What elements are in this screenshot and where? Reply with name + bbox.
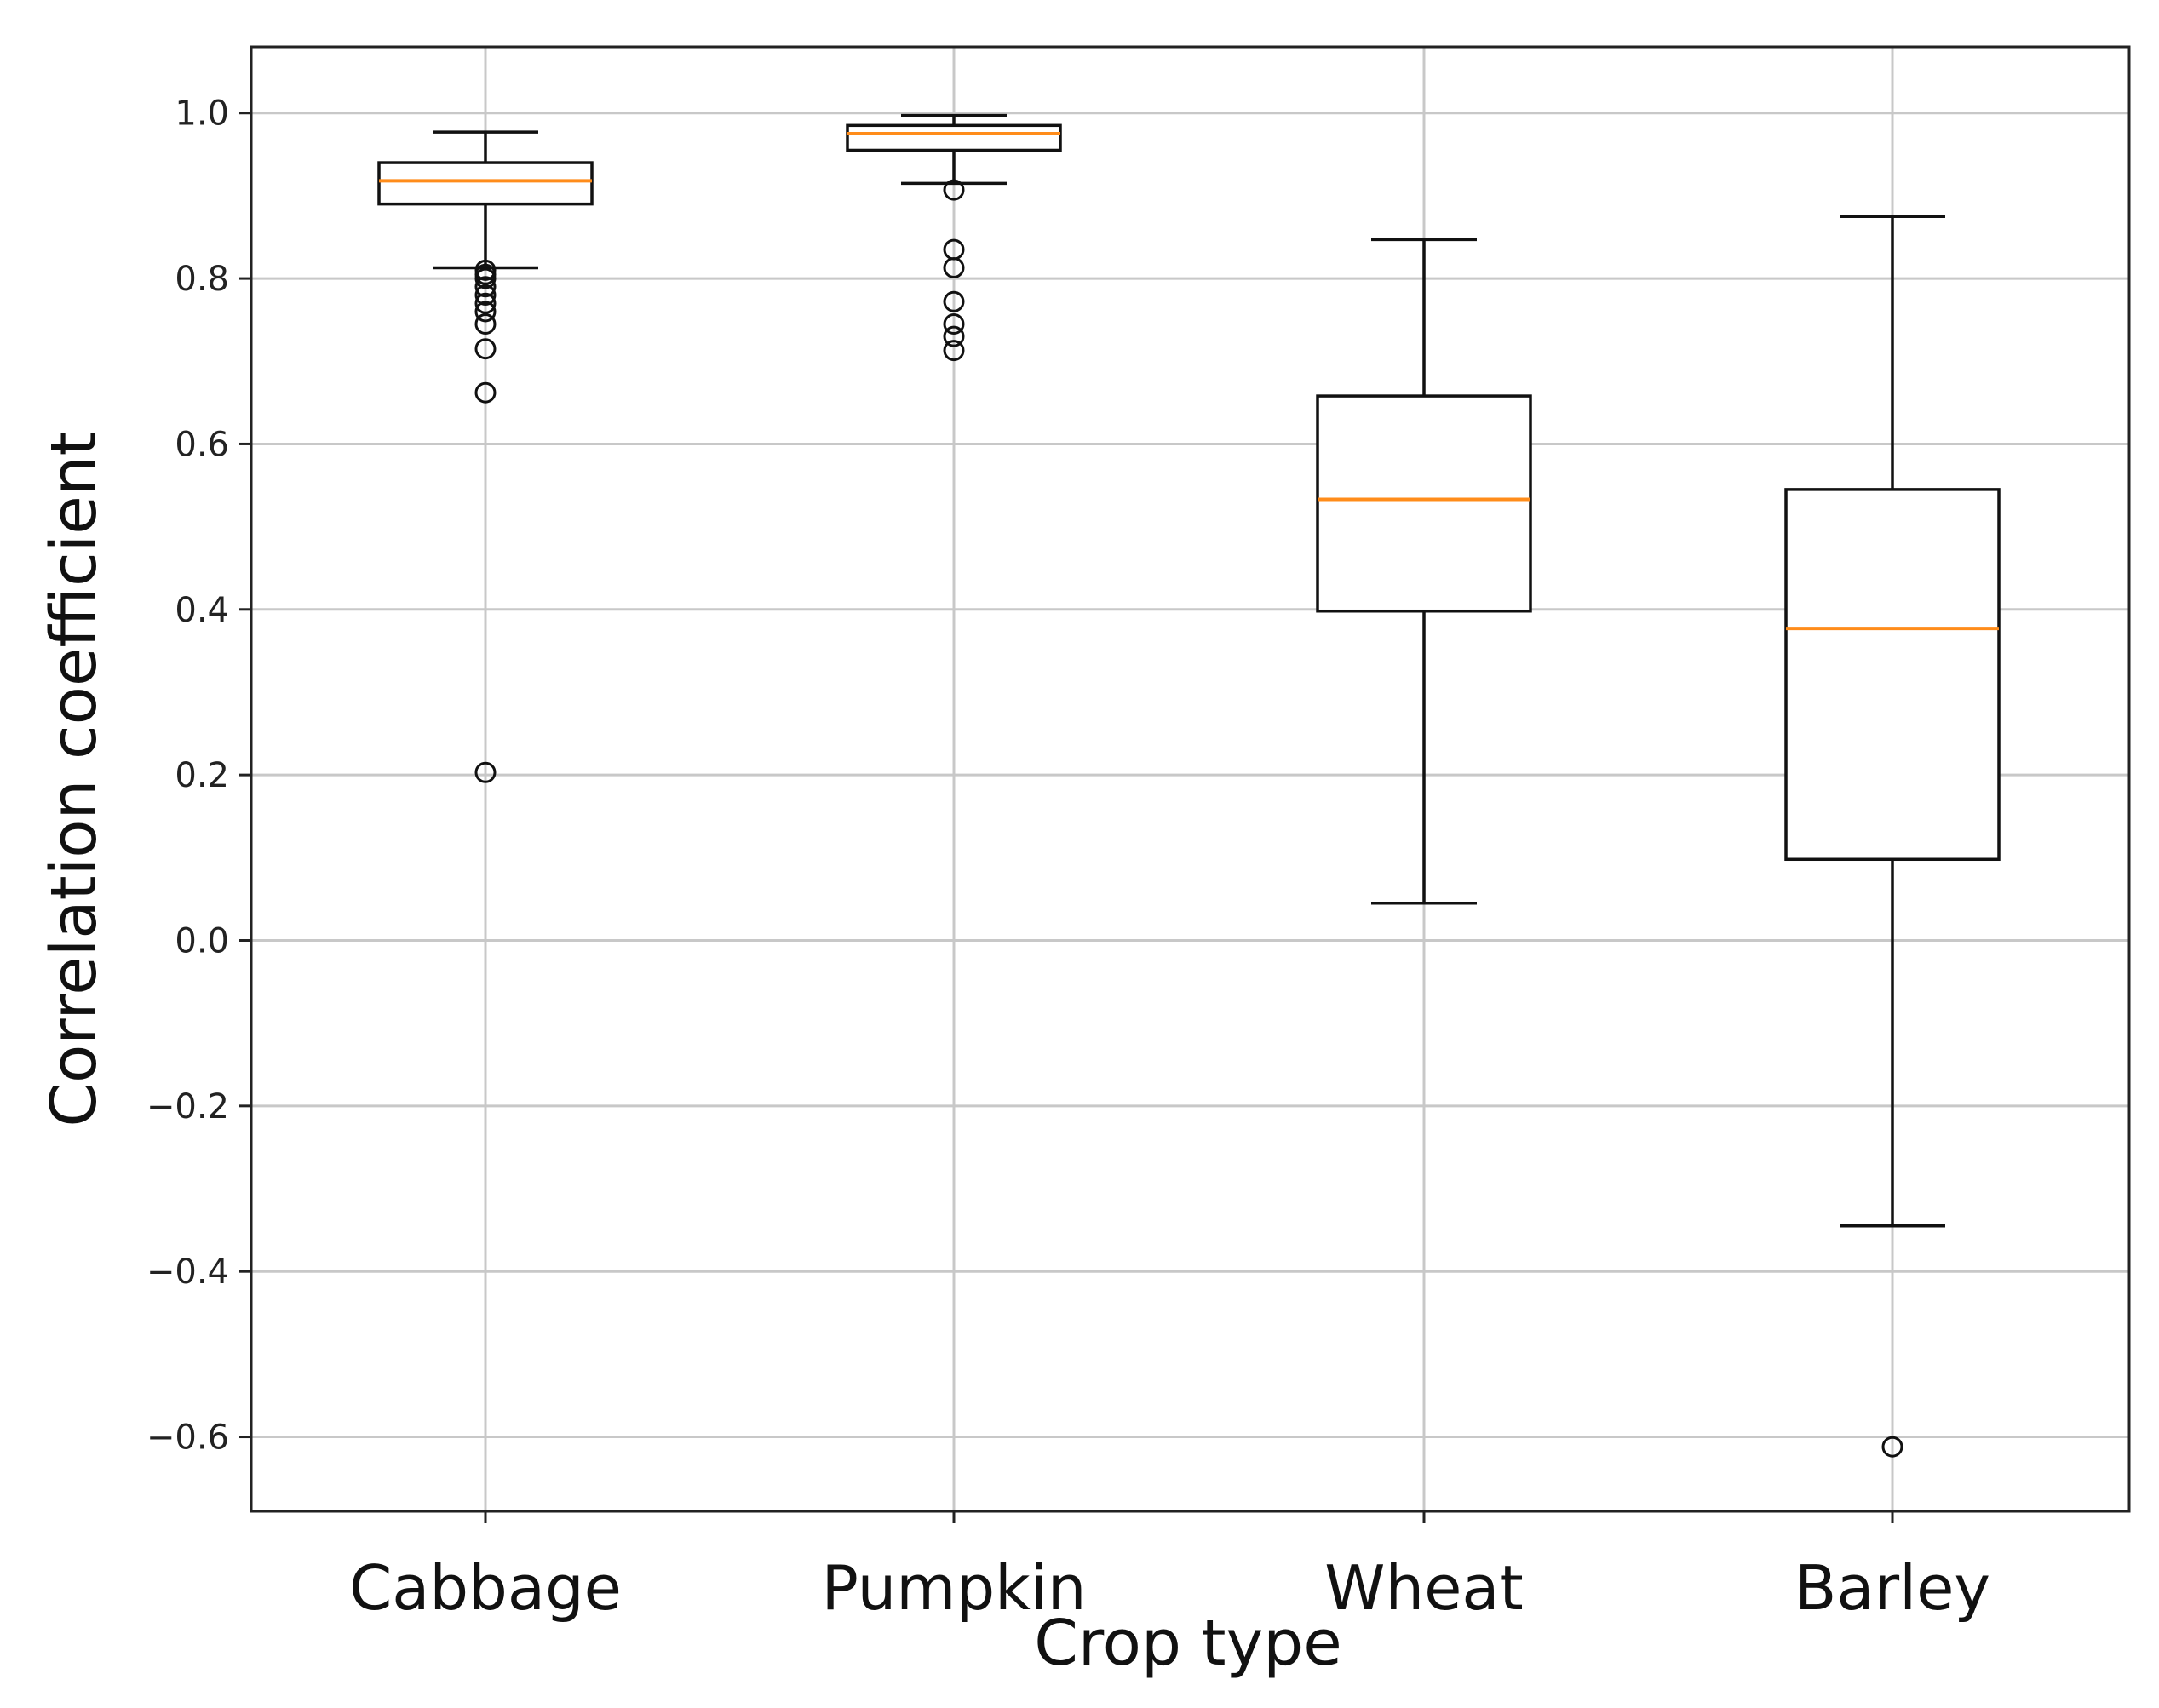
outlier-point (1881, 1436, 1903, 1458)
outlier-point (474, 292, 497, 314)
outlier-point (474, 284, 497, 307)
outlier-point (943, 325, 965, 347)
outlier-point (943, 179, 965, 201)
outlier-point (943, 340, 965, 362)
outlier-point (474, 761, 497, 783)
x-tick-label-barley: Barley (1794, 1552, 1990, 1624)
y-tick-label: −0.4 (146, 1252, 229, 1292)
box-pumpkin (846, 113, 1062, 362)
outlier-point (474, 301, 497, 323)
box-plot-series (377, 113, 2001, 1458)
outlier-point (474, 381, 497, 404)
outlier-point (474, 267, 497, 289)
iqr-box (377, 161, 594, 206)
box-cabbage (377, 130, 594, 783)
x-tick-label-cabbage: Cabbage (349, 1552, 622, 1624)
box-barley (1784, 215, 2001, 1458)
outlier-point (943, 313, 965, 335)
outlier-point (943, 290, 965, 312)
y-tick-label: −0.6 (146, 1419, 229, 1458)
y-tick-label: 0.2 (175, 756, 229, 795)
y-tick-label: 0.4 (175, 591, 229, 630)
y-tick-label: 0.0 (175, 921, 229, 960)
outlier-point (474, 313, 497, 335)
outlier-point (474, 338, 497, 360)
y-tick-label: −0.2 (146, 1087, 229, 1126)
x-axis-title: Crop type (1034, 1607, 1342, 1680)
x-axis-ticks: Cabbage Pumpkin Wheat Barley (349, 1511, 1990, 1624)
x-tick-label-pumpkin: Pumpkin (822, 1552, 1087, 1624)
plot-frame (250, 45, 2131, 1513)
y-tick-label: 0.6 (175, 425, 229, 464)
y-tick-label: 0.8 (175, 260, 229, 299)
y-tick-label: 1.0 (175, 95, 229, 134)
iqr-box (1784, 488, 2001, 862)
box-wheat (1316, 238, 1532, 905)
x-tick-label-wheat: Wheat (1324, 1552, 1523, 1624)
iqr-box (1316, 394, 1532, 613)
outlier-point (474, 276, 497, 298)
y-axis-title: Correlation coefficient (37, 431, 111, 1126)
iqr-box (846, 123, 1062, 152)
y-axis-ticks: −0.6 −0.4 −0.2 0.0 0.2 0.4 0.6 0.8 1.0 (146, 95, 251, 1458)
outlier-point (943, 256, 965, 278)
